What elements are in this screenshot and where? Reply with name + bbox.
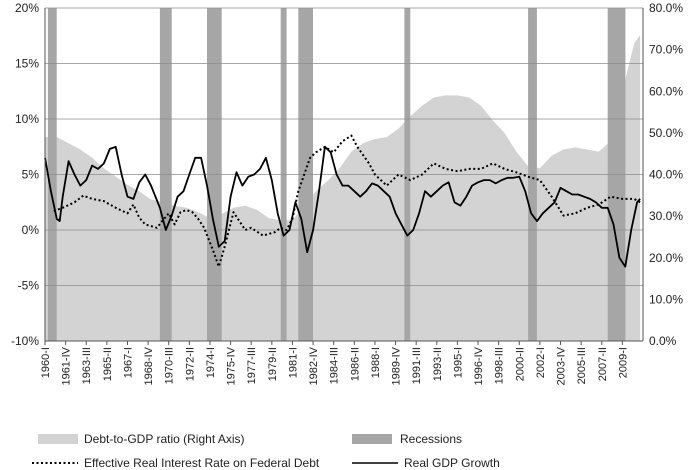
x-tick-label: 1991-III	[411, 347, 423, 384]
x-tick-label: 1981-I	[287, 347, 299, 378]
x-tick-label: 1995-I	[452, 347, 464, 378]
x-tick-label: 2005-III	[576, 347, 588, 384]
right-tick-label: 20.0%	[649, 251, 683, 265]
right-tick-label: 10.0%	[649, 292, 683, 306]
x-tick-label: 2009-I	[617, 347, 629, 378]
x-tick-label: 1984-III	[329, 347, 341, 384]
x-tick-label: 1965-II	[102, 347, 114, 381]
left-tick-label: 5%	[22, 168, 40, 182]
x-tick-label: 1968-IV	[143, 346, 155, 385]
right-tick-label: 30.0%	[649, 209, 683, 223]
right-tick-label: 40.0%	[649, 168, 683, 182]
x-tick-label: 2002-I	[535, 347, 547, 378]
x-tick-label: 1979-II	[267, 347, 279, 381]
x-tick-label: 2000-II	[514, 347, 526, 381]
x-tick-label: 2003-IV	[556, 346, 568, 385]
x-tick-label: 1996-IV	[473, 346, 485, 385]
legend-swatch-recessions	[352, 434, 392, 444]
left-tick-label: 0%	[22, 223, 40, 237]
x-tick-label: 1982-IV	[308, 346, 320, 385]
x-tick-label: 1972-II	[184, 347, 196, 381]
x-tick-label: 1974-I	[205, 347, 217, 378]
legend-label-recessions: Recessions	[400, 432, 462, 446]
x-tick-label: 1986-II	[349, 347, 361, 381]
x-tick-label: 1963-III	[81, 347, 93, 384]
legend-label-interest: Effective Real Interest Rate on Federal …	[84, 456, 320, 470]
right-tick-label: 60.0%	[649, 84, 683, 98]
x-tick-label: 2007-II	[597, 347, 609, 381]
x-tick-label: 1967-I	[122, 347, 134, 378]
legend-label-debt: Debt-to-GDP ratio (Right Axis)	[84, 432, 245, 446]
left-tick-label: 15%	[15, 57, 39, 71]
series-debt-to-gdp-area	[45, 35, 641, 341]
x-tick-label: 1993-II	[432, 347, 444, 381]
x-tick-label: 1998-III	[494, 347, 506, 384]
right-axis-ticks: 0.0% 10.0% 20.0% 30.0% 40.0% 50.0% 60.0% 70.0% 8…	[649, 1, 683, 348]
x-axis-ticks: 1960-I 1961-IV 1963-III 1965-II 1967-I 1968-I…	[40, 341, 629, 386]
left-axis-ticks: -10% -5% 0% 5% 10% 15% 20%	[11, 1, 39, 348]
x-tick-label: 1960-I	[40, 347, 52, 378]
right-tick-label: 80.0%	[649, 1, 683, 15]
legend-label-gdp: Real GDP Growth	[404, 456, 500, 470]
series-real-gdp-growth-line	[44, 145, 641, 268]
x-tick-label: 1977-III	[246, 347, 258, 384]
legend-swatch-debt	[38, 434, 78, 444]
x-tick-label: 1961-IV	[61, 346, 73, 385]
x-tick-label: 1989-IV	[391, 346, 403, 385]
legend: Debt-to-GDP ratio (Right Axis) Recession…	[32, 432, 500, 470]
left-tick-label: -5%	[18, 279, 40, 293]
right-tick-label: 70.0%	[649, 43, 683, 57]
plot-area	[44, 7, 644, 342]
left-tick-label: 10%	[15, 112, 39, 126]
series-real-interest-rate-line	[53, 134, 641, 268]
x-tick-label: 1970-III	[164, 347, 176, 384]
x-tick-label: 1975-IV	[226, 346, 238, 385]
x-tick-label: 1988-I	[370, 347, 382, 378]
left-tick-label: -10%	[11, 334, 39, 348]
right-tick-label: 0.0%	[649, 334, 677, 348]
left-tick-label: 20%	[15, 1, 39, 15]
right-tick-label: 50.0%	[649, 126, 683, 140]
